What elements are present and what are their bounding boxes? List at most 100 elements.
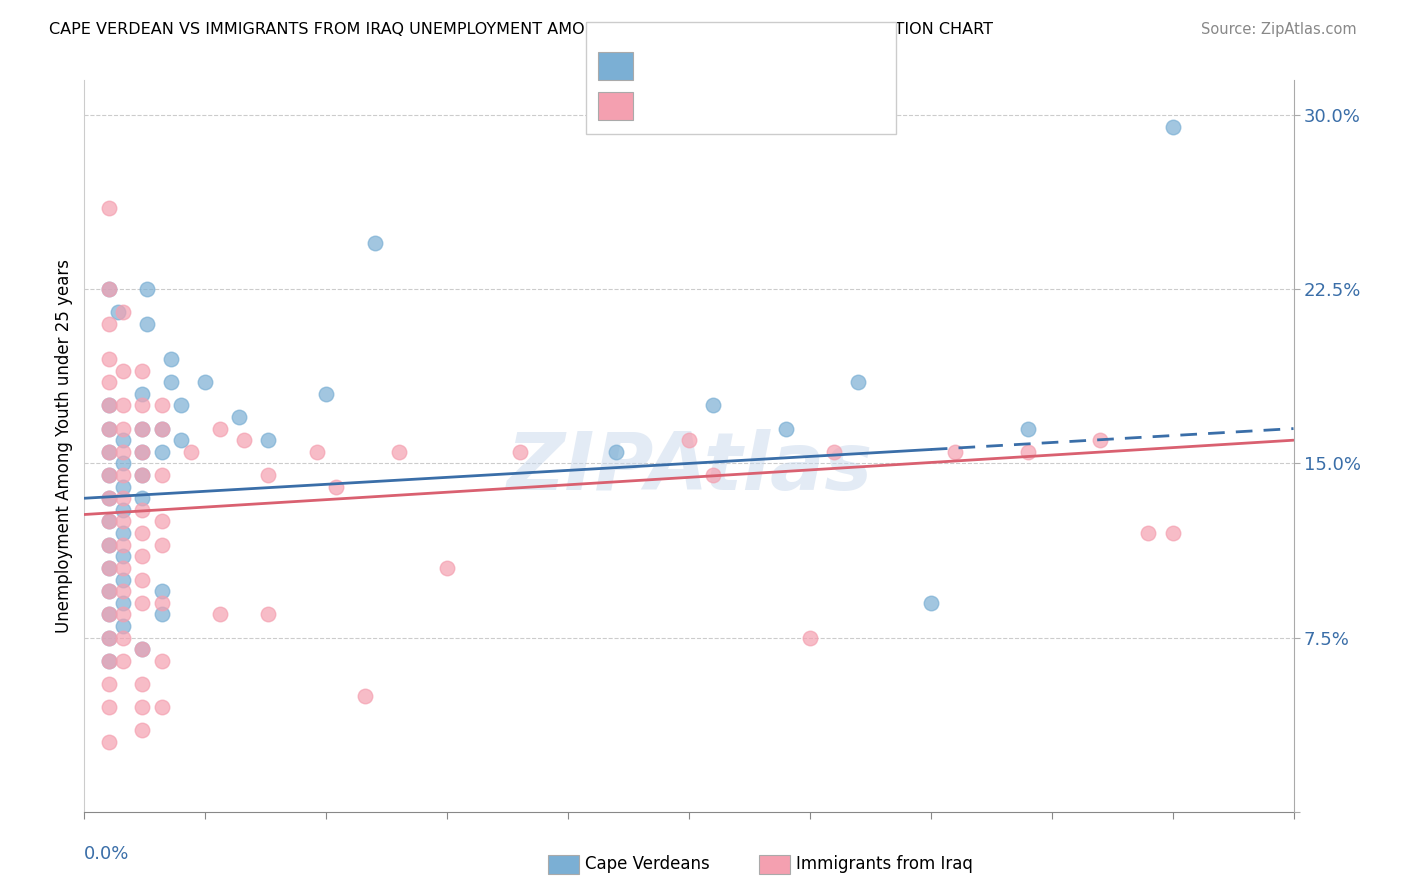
Point bbox=[112, 596, 135, 610]
Point bbox=[605, 445, 627, 459]
Point bbox=[1137, 526, 1160, 541]
Text: R =: R = bbox=[643, 91, 682, 109]
Point bbox=[97, 677, 120, 691]
Point bbox=[150, 468, 173, 483]
Point bbox=[97, 351, 120, 366]
Point bbox=[150, 584, 173, 599]
Point bbox=[257, 607, 280, 622]
Text: 80: 80 bbox=[794, 91, 820, 109]
Point bbox=[97, 654, 120, 668]
Point bbox=[131, 491, 153, 506]
Point bbox=[112, 468, 135, 483]
Point bbox=[702, 468, 724, 483]
Point bbox=[97, 654, 120, 668]
Point bbox=[1161, 526, 1184, 541]
Point bbox=[97, 317, 120, 331]
Point bbox=[131, 363, 153, 377]
Point bbox=[136, 317, 159, 331]
Point bbox=[920, 596, 942, 610]
Point bbox=[97, 631, 120, 645]
Point bbox=[131, 398, 153, 412]
Text: 0.131: 0.131 bbox=[688, 51, 744, 69]
Point bbox=[97, 445, 120, 459]
Point bbox=[257, 433, 280, 447]
Text: Immigrants from Iraq: Immigrants from Iraq bbox=[796, 855, 973, 873]
Point bbox=[150, 421, 173, 435]
Point bbox=[97, 584, 120, 599]
Point bbox=[112, 457, 135, 471]
Point bbox=[97, 398, 120, 412]
Point bbox=[112, 445, 135, 459]
Point bbox=[1088, 433, 1111, 447]
Point bbox=[305, 445, 328, 459]
Point bbox=[315, 386, 337, 401]
Point bbox=[131, 445, 153, 459]
Point bbox=[363, 235, 385, 250]
Text: N =: N = bbox=[748, 91, 800, 109]
Text: R =: R = bbox=[643, 51, 682, 69]
Point bbox=[112, 607, 135, 622]
Point bbox=[112, 538, 135, 552]
Point bbox=[325, 480, 347, 494]
Point bbox=[208, 421, 231, 435]
Point bbox=[131, 468, 153, 483]
Point bbox=[136, 282, 159, 296]
Text: 0.0%: 0.0% bbox=[84, 845, 129, 863]
Point bbox=[131, 723, 153, 738]
Point bbox=[436, 561, 458, 575]
Point bbox=[107, 305, 129, 319]
Point bbox=[131, 421, 153, 435]
Point bbox=[150, 538, 173, 552]
Point bbox=[257, 468, 280, 483]
Point bbox=[160, 351, 183, 366]
Point bbox=[97, 421, 120, 435]
Point bbox=[112, 480, 135, 494]
Point bbox=[112, 584, 135, 599]
Point bbox=[170, 398, 193, 412]
Point bbox=[112, 573, 135, 587]
Point bbox=[799, 631, 821, 645]
Point bbox=[97, 584, 120, 599]
Point bbox=[678, 433, 700, 447]
Point bbox=[97, 282, 120, 296]
Point bbox=[354, 689, 377, 703]
Point bbox=[131, 503, 153, 517]
Point bbox=[97, 445, 120, 459]
Point bbox=[150, 596, 173, 610]
Point bbox=[131, 642, 153, 657]
Point bbox=[97, 491, 120, 506]
Point bbox=[112, 503, 135, 517]
Point bbox=[150, 445, 173, 459]
Point bbox=[208, 607, 231, 622]
Point bbox=[112, 619, 135, 633]
Point bbox=[97, 631, 120, 645]
Text: 0.105: 0.105 bbox=[688, 91, 744, 109]
Point bbox=[97, 515, 120, 529]
Point bbox=[150, 421, 173, 435]
Text: N =: N = bbox=[748, 51, 800, 69]
Point bbox=[131, 677, 153, 691]
Point bbox=[131, 549, 153, 564]
Point bbox=[509, 445, 531, 459]
Point bbox=[233, 433, 256, 447]
Point bbox=[97, 538, 120, 552]
Point bbox=[97, 538, 120, 552]
Point bbox=[112, 561, 135, 575]
Point bbox=[150, 607, 173, 622]
Point bbox=[112, 549, 135, 564]
Point bbox=[112, 515, 135, 529]
Text: ZIPAtlas: ZIPAtlas bbox=[506, 429, 872, 507]
Point bbox=[131, 573, 153, 587]
Point bbox=[97, 491, 120, 506]
Point bbox=[97, 282, 120, 296]
Point bbox=[160, 375, 183, 389]
Point bbox=[97, 515, 120, 529]
Text: Cape Verdeans: Cape Verdeans bbox=[585, 855, 710, 873]
Point bbox=[194, 375, 217, 389]
Point bbox=[97, 468, 120, 483]
Point bbox=[97, 468, 120, 483]
Point bbox=[112, 631, 135, 645]
Point bbox=[131, 445, 153, 459]
Point bbox=[97, 561, 120, 575]
Point bbox=[97, 607, 120, 622]
